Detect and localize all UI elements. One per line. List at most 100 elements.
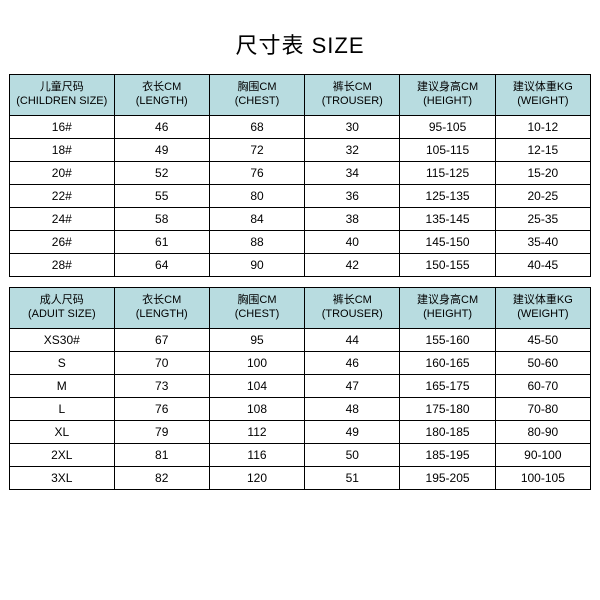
table-cell: 82: [114, 467, 209, 490]
adult-col-length: 衣长CM(LENGTH): [114, 288, 209, 329]
table-cell: 42: [305, 254, 400, 277]
table-cell: 175-180: [400, 398, 495, 421]
table-cell: 22#: [10, 185, 115, 208]
table-cell: S: [10, 352, 115, 375]
children-col-trouser: 裤长CM(TROUSER): [305, 75, 400, 116]
table-cell: 16#: [10, 116, 115, 139]
table-cell: 70-80: [495, 398, 590, 421]
table-cell: 38: [305, 208, 400, 231]
table-cell: 40-45: [495, 254, 590, 277]
table-cell: 80: [209, 185, 304, 208]
table-cell: L: [10, 398, 115, 421]
table-row: M7310447165-17560-70: [10, 375, 591, 398]
table-row: 16#46683095-10510-12: [10, 116, 591, 139]
table-cell: 116: [209, 444, 304, 467]
table-cell: 100-105: [495, 467, 590, 490]
children-header-row: 儿童尺码(CHILDREN SIZE) 衣长CM(LENGTH) 胸围CM(CH…: [10, 75, 591, 116]
table-cell: 135-145: [400, 208, 495, 231]
table-cell: 15-20: [495, 162, 590, 185]
table-cell: 2XL: [10, 444, 115, 467]
table-cell: 49: [114, 139, 209, 162]
table-cell: 68: [209, 116, 304, 139]
children-size-table: 儿童尺码(CHILDREN SIZE) 衣长CM(LENGTH) 胸围CM(CH…: [9, 74, 591, 277]
table-cell: 32: [305, 139, 400, 162]
table-row: 3XL8212051195-205100-105: [10, 467, 591, 490]
adult-table-body: XS30#679544155-16045-50S7010046160-16550…: [10, 329, 591, 490]
table-cell: 79: [114, 421, 209, 444]
table-cell: 25-35: [495, 208, 590, 231]
table-cell: 95: [209, 329, 304, 352]
adult-header-row: 成人尺码(ADUIT SIZE) 衣长CM(LENGTH) 胸围CM(CHEST…: [10, 288, 591, 329]
table-cell: 120: [209, 467, 304, 490]
table-row: 22#558036125-13520-25: [10, 185, 591, 208]
table-cell: 45-50: [495, 329, 590, 352]
table-cell: 47: [305, 375, 400, 398]
table-row: 20#527634115-12515-20: [10, 162, 591, 185]
adult-col-weight: 建议体重KG(WEIGHT): [495, 288, 590, 329]
table-cell: 48: [305, 398, 400, 421]
table-cell: 61: [114, 231, 209, 254]
table-row: 24#588438135-14525-35: [10, 208, 591, 231]
table-cell: 100: [209, 352, 304, 375]
table-cell: 67: [114, 329, 209, 352]
table-cell: 28#: [10, 254, 115, 277]
children-table-body: 16#46683095-10510-1218#497232105-11512-1…: [10, 116, 591, 277]
table-cell: 35-40: [495, 231, 590, 254]
children-col-size: 儿童尺码(CHILDREN SIZE): [10, 75, 115, 116]
adult-size-table: 成人尺码(ADUIT SIZE) 衣长CM(LENGTH) 胸围CM(CHEST…: [9, 287, 591, 490]
table-cell: 3XL: [10, 467, 115, 490]
table-cell: 51: [305, 467, 400, 490]
children-col-weight: 建议体重KG(WEIGHT): [495, 75, 590, 116]
table-row: 2XL8111650185-19590-100: [10, 444, 591, 467]
table-cell: 90: [209, 254, 304, 277]
table-cell: XS30#: [10, 329, 115, 352]
children-col-height: 建议身高CM(HEIGHT): [400, 75, 495, 116]
table-cell: 64: [114, 254, 209, 277]
table-cell: 18#: [10, 139, 115, 162]
table-row: L7610848175-18070-80: [10, 398, 591, 421]
table-cell: 88: [209, 231, 304, 254]
table-cell: 76: [114, 398, 209, 421]
table-cell: 72: [209, 139, 304, 162]
adult-col-height: 建议身高CM(HEIGHT): [400, 288, 495, 329]
table-cell: 195-205: [400, 467, 495, 490]
table-cell: 150-155: [400, 254, 495, 277]
children-col-length: 衣长CM(LENGTH): [114, 75, 209, 116]
table-cell: 20#: [10, 162, 115, 185]
table-cell: 115-125: [400, 162, 495, 185]
table-cell: 46: [114, 116, 209, 139]
table-cell: 112: [209, 421, 304, 444]
table-row: S7010046160-16550-60: [10, 352, 591, 375]
table-cell: 104: [209, 375, 304, 398]
table-cell: 30: [305, 116, 400, 139]
table-cell: 60-70: [495, 375, 590, 398]
table-cell: 90-100: [495, 444, 590, 467]
table-cell: 180-185: [400, 421, 495, 444]
table-cell: 84: [209, 208, 304, 231]
table-cell: XL: [10, 421, 115, 444]
table-cell: 40: [305, 231, 400, 254]
table-row: 28#649042150-15540-45: [10, 254, 591, 277]
size-tables-container: 儿童尺码(CHILDREN SIZE) 衣长CM(LENGTH) 胸围CM(CH…: [9, 74, 591, 490]
children-col-chest: 胸围CM(CHEST): [209, 75, 304, 116]
table-cell: 145-150: [400, 231, 495, 254]
table-cell: 105-115: [400, 139, 495, 162]
table-cell: 36: [305, 185, 400, 208]
table-row: XL7911249180-18580-90: [10, 421, 591, 444]
table-cell: 24#: [10, 208, 115, 231]
table-cell: 10-12: [495, 116, 590, 139]
table-gap: [9, 277, 591, 287]
table-cell: 76: [209, 162, 304, 185]
adult-col-size: 成人尺码(ADUIT SIZE): [10, 288, 115, 329]
table-cell: 125-135: [400, 185, 495, 208]
table-cell: 52: [114, 162, 209, 185]
table-cell: 44: [305, 329, 400, 352]
table-cell: 12-15: [495, 139, 590, 162]
adult-col-chest: 胸围CM(CHEST): [209, 288, 304, 329]
table-cell: 26#: [10, 231, 115, 254]
table-cell: 80-90: [495, 421, 590, 444]
table-cell: 20-25: [495, 185, 590, 208]
table-cell: 46: [305, 352, 400, 375]
table-cell: 50-60: [495, 352, 590, 375]
table-cell: 185-195: [400, 444, 495, 467]
